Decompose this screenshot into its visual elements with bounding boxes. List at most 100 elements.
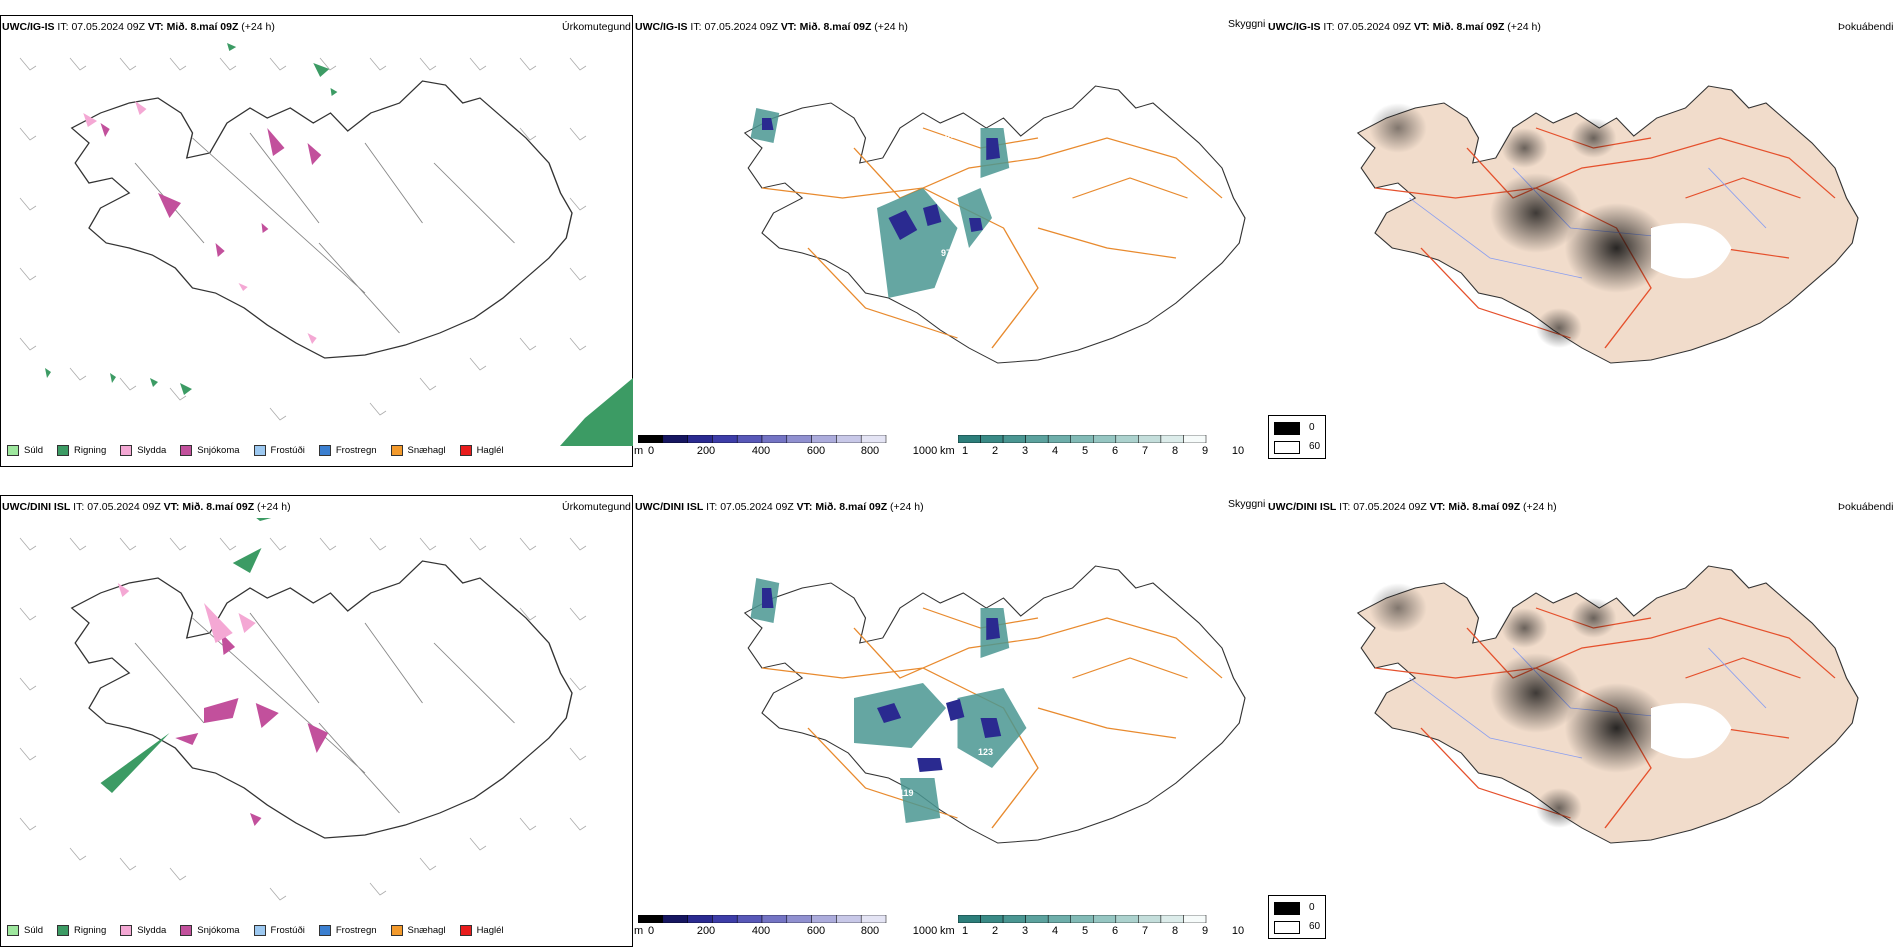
legend-item: Súld xyxy=(7,445,43,456)
vt-label: VT: xyxy=(163,501,180,513)
rain-patch-corner xyxy=(560,378,633,446)
it-label: IT: xyxy=(1323,21,1335,33)
colorbar-segment xyxy=(761,435,788,443)
colorbar-segment xyxy=(736,435,763,443)
panel-title-cloud: Skyggni xyxy=(1228,498,1266,510)
vt-value: Mið. 8.maí 09Z xyxy=(166,21,239,33)
fog-legend: 0 60 xyxy=(1268,895,1326,939)
colorbar-segment xyxy=(811,915,837,923)
model-name: UWC/IG-IS xyxy=(635,21,688,33)
vt-label: VT: xyxy=(1429,501,1446,513)
lead-time: (+24 h) xyxy=(241,21,275,33)
model-name: UWC/DINI ISL xyxy=(1268,501,1337,513)
panel-title-precip: Úrkomutegund xyxy=(562,501,631,513)
fog-legend-swatch xyxy=(1274,902,1300,915)
legend-item: Súld xyxy=(7,925,43,936)
fog-legend-swatch xyxy=(1274,422,1300,435)
colorbar-km-tick: 4 xyxy=(1051,445,1059,457)
cloud-panel-row2: UWC/DINI ISL IT: 07.05.2024 09Z VT: Mið.… xyxy=(633,490,1268,947)
vt-label: VT: xyxy=(147,21,164,33)
legend-label: Snæhagl xyxy=(407,445,446,456)
vt-value: Mið. 8.maí 09Z xyxy=(182,501,255,513)
vt-value: Mið. 8.maí 09Z xyxy=(1432,21,1505,33)
panel-header: UWC/IG-IS IT: 07.05.2024 09Z VT: Mið. 8.… xyxy=(635,21,908,34)
fog-legend-swatch xyxy=(1274,441,1300,454)
colorbar-km-tick: 10 xyxy=(1231,445,1245,457)
colorbar-m-tick: 600 xyxy=(806,445,826,457)
legend-swatch xyxy=(459,445,472,456)
cloud-label: 123 xyxy=(978,747,994,757)
legend-item: Snæhagl xyxy=(390,925,446,936)
legend-label: Frostregn xyxy=(335,445,377,456)
legend-swatch xyxy=(7,445,19,456)
colorbar-km-unit: km xyxy=(940,445,955,457)
legend-item: Frostregn xyxy=(318,925,377,936)
colorbar-m-tick: 1000 xyxy=(912,925,938,937)
fog-legend: 0 60 xyxy=(1268,415,1326,459)
colorbar-segment xyxy=(1160,435,1184,443)
colorbar-m-tick: 200 xyxy=(696,925,716,937)
cloud-label: 212 xyxy=(931,292,947,302)
legend-swatch xyxy=(7,925,19,936)
fog-legend-label: 60 xyxy=(1309,921,1321,932)
colorbar-segment xyxy=(1047,915,1071,923)
panel-header: UWC/IG-IS IT: 07.05.2024 09Z VT: Mið. 8.… xyxy=(1268,21,1541,34)
legend-item: Haglél xyxy=(459,445,504,456)
lead-time: (+24 h) xyxy=(1523,501,1557,513)
colorbar-m-unit: m xyxy=(634,445,644,457)
colorbar-segment xyxy=(662,435,688,443)
colorbar-m-tick: 0 xyxy=(647,445,655,457)
colorbar-km xyxy=(958,915,1207,923)
it-value: 07.05.2024 09Z xyxy=(71,21,145,33)
colorbar-segment xyxy=(958,915,981,923)
legend-swatch xyxy=(459,925,472,936)
colorbar-km-tick: 7 xyxy=(1141,445,1149,457)
lead-time: (+24 h) xyxy=(874,21,908,33)
colorbar-km xyxy=(958,435,1207,443)
colorbar-segment xyxy=(687,915,713,923)
cloud-label: 97 xyxy=(941,248,952,258)
colorbar-m-tick: 600 xyxy=(806,925,826,937)
colorbar-m xyxy=(638,915,887,923)
vt-value: Mið. 8.maí 09Z xyxy=(1448,501,1521,513)
legend-swatch xyxy=(318,445,331,456)
colorbar-segment xyxy=(736,915,763,923)
colorbar-m xyxy=(638,435,887,443)
legend-item: Frostúði xyxy=(253,445,305,456)
legend-swatch xyxy=(180,925,193,936)
panel-header: UWC/DINI ISL IT: 07.05.2024 09Z VT: Mið.… xyxy=(2,501,291,514)
colorbar-m-tick: 800 xyxy=(860,925,880,937)
colorbar-km-tick: 3 xyxy=(1021,445,1029,457)
colorbar-m-tick: 0 xyxy=(647,925,655,937)
colorbar-segment xyxy=(712,915,738,923)
legend-swatch xyxy=(253,445,266,456)
it-label: IT: xyxy=(73,501,85,513)
colorbar-segment xyxy=(1138,915,1162,923)
map-frame xyxy=(0,495,633,947)
colorbar-segment xyxy=(980,915,1004,923)
model-name: UWC/IG-IS xyxy=(2,21,55,33)
colorbar-km-unit: km xyxy=(940,925,955,937)
colorbar-segment xyxy=(1002,435,1026,443)
vt-value: Mið. 8.maí 09Z xyxy=(815,501,888,513)
legend-label: Frostúði xyxy=(270,925,305,936)
legend-swatch xyxy=(180,445,193,456)
colorbar-segment xyxy=(1025,915,1049,923)
fog-legend-swatch xyxy=(1274,921,1300,934)
colorbar-segment xyxy=(1002,915,1026,923)
cloud-label: 10 xyxy=(739,602,750,612)
precip-legend: Súld Rigning Slydda Snjókoma Frostúði Fr… xyxy=(7,925,504,936)
colorbar-km-tick: 1 xyxy=(961,925,969,937)
map-frame xyxy=(0,15,633,467)
colorbar-m-tick: 1000 xyxy=(912,445,938,457)
colorbar-segment xyxy=(761,915,788,923)
legend-label: Rigning xyxy=(74,925,107,936)
legend-item: Rigning xyxy=(57,925,106,936)
cloud-label: 87 xyxy=(945,130,956,140)
legend-label: Frostregn xyxy=(335,925,377,936)
legend-item: Haglél xyxy=(459,925,504,936)
colorbar-segment xyxy=(1093,435,1117,443)
vt-label: VT: xyxy=(1413,21,1430,33)
fog-panel-row1: UWC/IG-IS IT: 07.05.2024 09Z VT: Mið. 8.… xyxy=(1266,10,1900,467)
legend-item: Frostúði xyxy=(253,925,305,936)
